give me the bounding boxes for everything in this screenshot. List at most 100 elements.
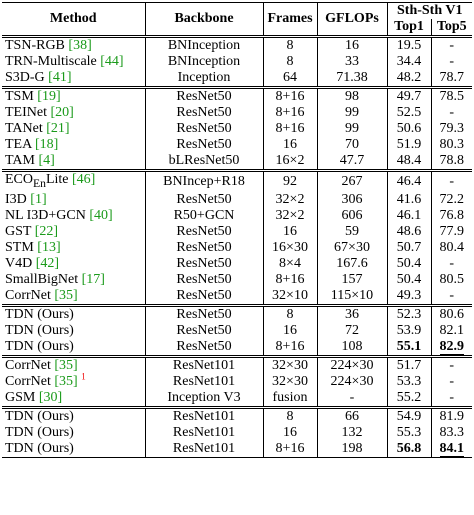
gflops-cell: 132	[317, 424, 388, 441]
method-name: TRN-Multiscale	[5, 54, 97, 69]
row-group: ECOEnLite [46] BNIncep+R18 92 267 46.4- I3D […	[2, 170, 472, 306]
top1-value: 50.7	[396, 239, 422, 255]
frames-cell: 16	[263, 223, 318, 240]
method-suffix: Lite	[45, 172, 69, 187]
top1-cell: 54.9	[387, 407, 432, 425]
method-name: CorrNet	[5, 357, 51, 373]
top5-cell: -	[431, 171, 472, 192]
method-name: I3D	[5, 191, 27, 207]
method-cell: CorrNet [35] 1	[2, 371, 146, 390]
frames-cell: 32×2	[263, 191, 318, 208]
top5-cell: 80.4	[431, 240, 472, 256]
top1-value: 34.4	[396, 54, 422, 69]
table-row: ECOEnLite [46] BNIncep+R18 92 267 46.4-	[2, 170, 472, 192]
top5-cell: -	[431, 390, 472, 408]
citation: [30]	[38, 389, 63, 405]
method-name: SmallBigNet	[5, 271, 79, 287]
top5-value: 81.9	[439, 408, 465, 424]
method-name: V4D	[5, 255, 33, 271]
top1-cell: 49.7	[387, 87, 432, 105]
top5-cell: 80.3	[431, 137, 472, 153]
header-cell: GFLOPs	[317, 2, 388, 37]
footnote-mark: 1	[81, 371, 86, 382]
table-row: CorrNet [35] ResNet50 32×10 115×10 49.3-	[2, 287, 472, 306]
top5-value: 80.4	[439, 239, 465, 255]
table-row: CorrNet [35] ResNet101 32×30 224×30 51.7-	[2, 356, 472, 374]
top5-cell: 80.6	[431, 305, 472, 323]
gflops-cell: 72	[317, 322, 388, 339]
top1-cell: 55.1	[387, 338, 432, 357]
top1-value: 48.2	[396, 70, 422, 85]
backbone-cell: ResNet50	[145, 121, 264, 137]
citation: [41]	[48, 70, 72, 85]
method-name: TEA	[5, 137, 32, 152]
method-name: TDN (Ours)	[5, 440, 74, 456]
method-cell: V4D [42]	[2, 255, 146, 272]
frames-cell: 8+16	[263, 338, 318, 357]
citation: [44]	[100, 54, 124, 69]
backbone-cell: ResNet50	[145, 239, 264, 256]
method-cell: TDN (Ours)	[2, 407, 146, 425]
top5-value: -	[449, 255, 455, 271]
method-cell: STM [13]	[2, 239, 146, 256]
table-row: CorrNet [35] 1 ResNet101 32×30 224×30 53.3-	[2, 371, 472, 390]
top1-value: 52.5	[396, 105, 422, 120]
table-row: TRN-Multiscale [44] BNInception 8 33 34.4-	[2, 54, 472, 70]
top5-value: -	[449, 389, 455, 405]
gflops-cell: 267	[317, 170, 388, 192]
frames-cell: 8	[263, 305, 318, 323]
top1-cell: 48.2	[387, 70, 432, 88]
top1-value: 53.3	[396, 373, 422, 389]
top1-cell: 53.3	[387, 373, 432, 390]
top1-value: 49.7	[396, 89, 422, 104]
top1-value: 19.5	[396, 38, 422, 53]
backbone-cell: ResNet101	[145, 407, 264, 425]
top5-cell: -	[431, 54, 472, 70]
table-row: GST [22] ResNet50 16 59 48.6 77.9	[2, 223, 472, 240]
method-cell: TDN (Ours)	[2, 440, 146, 458]
frames-cell: 8	[263, 36, 318, 54]
frames-cell: 8	[263, 54, 318, 70]
top5-value: 82.1	[439, 322, 465, 338]
citation: [20]	[50, 105, 74, 120]
method-cell: CorrNet [35]	[2, 287, 146, 306]
method-cell: TDN (Ours)	[2, 305, 146, 323]
method-name: TDN (Ours)	[5, 306, 74, 322]
top5-cell: -	[431, 37, 472, 55]
gflops-cell: 606	[317, 207, 388, 224]
top5-cell: 79.3	[431, 121, 472, 137]
top1-value: 46.1	[396, 207, 422, 223]
method-name: GST	[5, 223, 32, 239]
backbone-cell: ResNet50	[145, 223, 264, 240]
method-cell: TSM [19]	[2, 87, 146, 105]
backbone-cell: BNIncep+R18	[145, 170, 264, 192]
table-row: TEA [18] ResNet50 16 70 51.9 80.3	[2, 137, 472, 153]
table-row: GSM [30] Inception V3 fusion -55.2-	[2, 389, 472, 408]
method-cell: I3D [1]	[2, 191, 146, 208]
top5-cell: 76.8	[431, 208, 472, 224]
table-row: I3D [1] ResNet50 32×2 306 41.6 72.2	[2, 191, 472, 208]
top1-value: 48.6	[396, 223, 422, 239]
frames-cell: 32×30	[263, 373, 318, 390]
frames-cell: 16	[263, 424, 318, 441]
backbone-cell: Inception V3	[145, 389, 264, 408]
backbone-cell: ResNet50	[145, 105, 264, 121]
top1-value: 55.3	[396, 424, 422, 440]
top5-value: 84.1	[439, 440, 464, 457]
gflops-cell: 224×30	[317, 373, 388, 390]
top1-value: 41.6	[396, 191, 422, 207]
top5-value: -	[449, 105, 455, 120]
method-subscript: En	[33, 176, 46, 190]
gflops-cell: 36	[317, 305, 388, 323]
gflops-cell: 98	[317, 87, 388, 105]
top1-value: 50.6	[396, 121, 422, 136]
citation: [46]	[72, 172, 96, 187]
results-table: Method Backbone Frames GFLOPs Sth-Sth V1…	[2, 2, 472, 458]
top5-value: 78.5	[439, 89, 465, 104]
top5-value: 79.3	[439, 121, 465, 136]
top5-value: 80.5	[439, 271, 465, 287]
table-row: TDN (Ours) ResNet50 16 72 53.9 82.1	[2, 322, 472, 339]
citation: [38]	[68, 38, 92, 53]
method-cell: TEA [18]	[2, 137, 146, 153]
top1-value: 56.8	[396, 440, 422, 456]
